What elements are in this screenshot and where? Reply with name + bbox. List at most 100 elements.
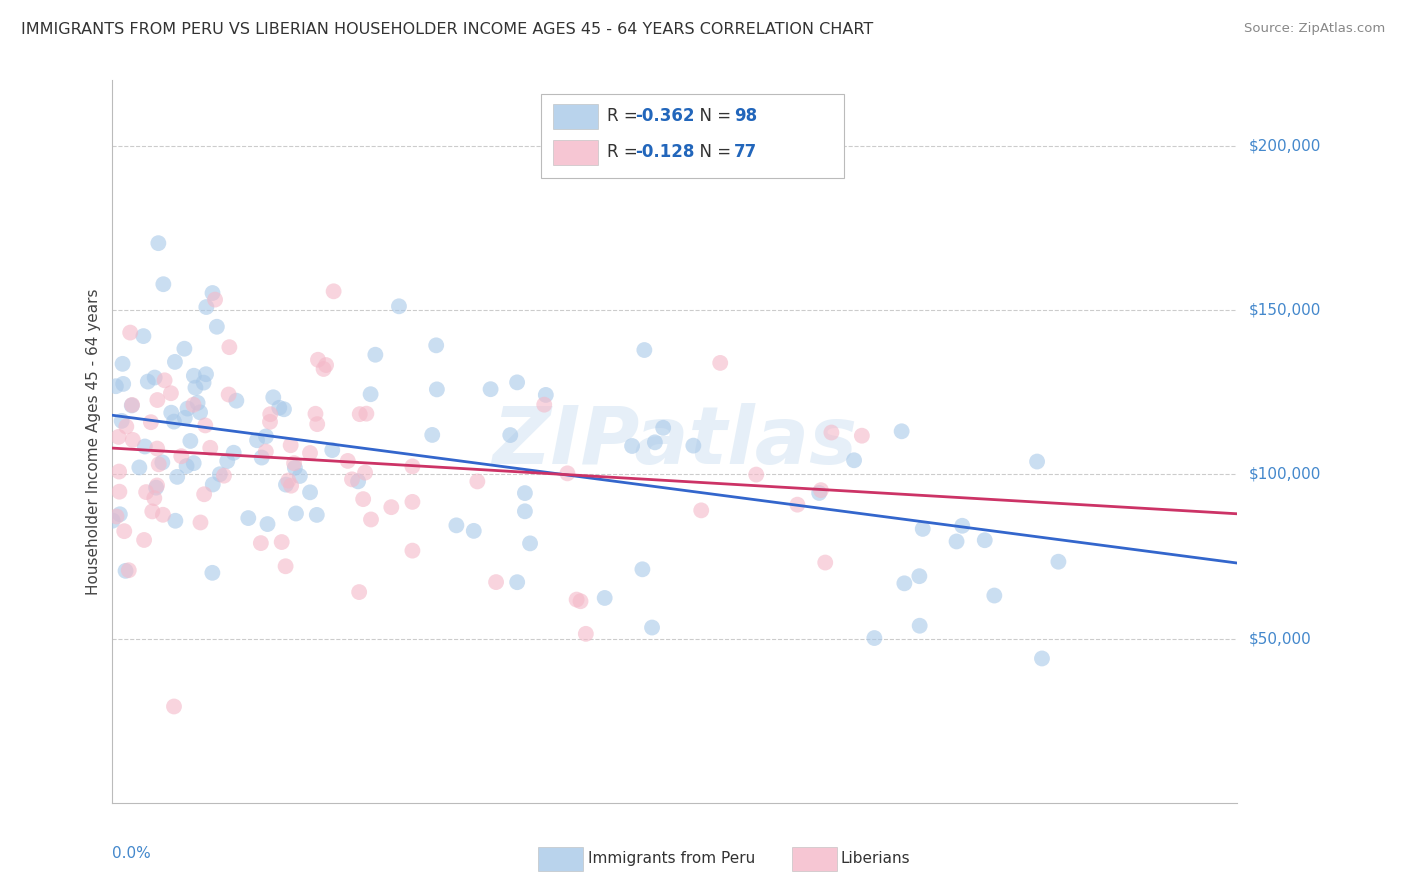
Point bbox=[179, 434, 201, 448]
Point bbox=[269, 401, 291, 415]
Point bbox=[288, 469, 311, 483]
Text: N =: N = bbox=[689, 143, 737, 161]
Point bbox=[479, 382, 502, 396]
Point bbox=[256, 517, 278, 532]
Point bbox=[322, 285, 344, 299]
Point bbox=[347, 475, 370, 489]
Point bbox=[893, 576, 915, 591]
Point bbox=[401, 459, 423, 474]
Point bbox=[945, 534, 967, 549]
Point bbox=[641, 621, 664, 635]
Point bbox=[135, 485, 157, 500]
Point bbox=[420, 428, 443, 442]
Point bbox=[225, 393, 247, 408]
Text: Liberians: Liberians bbox=[841, 852, 911, 866]
Point bbox=[201, 566, 224, 580]
Point bbox=[810, 483, 832, 498]
Point bbox=[108, 484, 131, 499]
Point bbox=[250, 450, 273, 465]
Text: Immigrants from Peru: Immigrants from Peru bbox=[588, 852, 755, 866]
Point bbox=[139, 415, 162, 429]
Point bbox=[218, 387, 240, 401]
Text: ZIPatlas: ZIPatlas bbox=[492, 402, 858, 481]
Point bbox=[340, 472, 363, 486]
Point bbox=[284, 460, 307, 475]
Point bbox=[152, 277, 174, 292]
Point bbox=[121, 433, 143, 447]
Point bbox=[121, 398, 143, 412]
Point bbox=[354, 466, 377, 480]
Point bbox=[184, 381, 207, 395]
Point bbox=[277, 474, 299, 488]
Point bbox=[148, 236, 170, 251]
Point bbox=[107, 430, 129, 444]
Point bbox=[569, 594, 592, 608]
Text: $200,000: $200,000 bbox=[1249, 138, 1320, 153]
Point bbox=[193, 487, 215, 501]
Point bbox=[506, 575, 529, 590]
Point bbox=[299, 485, 322, 500]
Point bbox=[388, 299, 411, 313]
Point bbox=[145, 481, 167, 495]
Point bbox=[808, 486, 831, 500]
Point bbox=[254, 429, 277, 443]
Point bbox=[163, 699, 186, 714]
Point bbox=[842, 453, 865, 467]
Point bbox=[194, 418, 217, 433]
Point bbox=[280, 478, 302, 492]
Point bbox=[108, 508, 131, 522]
Point bbox=[1031, 651, 1053, 665]
Point bbox=[146, 478, 169, 492]
Point bbox=[141, 504, 163, 518]
Point bbox=[218, 340, 240, 354]
Point bbox=[1026, 454, 1049, 468]
Point bbox=[173, 410, 195, 425]
Point bbox=[305, 508, 328, 522]
Point bbox=[280, 438, 302, 452]
Point bbox=[426, 383, 449, 397]
Point bbox=[143, 491, 166, 505]
Text: 0.0%: 0.0% bbox=[112, 847, 152, 861]
Point bbox=[176, 458, 198, 473]
Point bbox=[146, 442, 169, 456]
Text: IMMIGRANTS FROM PERU VS LIBERIAN HOUSEHOLDER INCOME AGES 45 - 64 YEARS CORRELATI: IMMIGRANTS FROM PERU VS LIBERIAN HOUSEHO… bbox=[21, 22, 873, 37]
Point bbox=[513, 504, 536, 518]
Point bbox=[183, 368, 205, 383]
Point bbox=[208, 467, 231, 482]
Point bbox=[360, 387, 382, 401]
Point bbox=[121, 399, 143, 413]
Point bbox=[983, 589, 1005, 603]
Text: N =: N = bbox=[689, 107, 737, 125]
Point bbox=[165, 514, 187, 528]
Text: 77: 77 bbox=[734, 143, 758, 161]
Point bbox=[111, 357, 134, 371]
Point bbox=[195, 300, 218, 314]
Point bbox=[307, 417, 329, 431]
Point bbox=[621, 439, 644, 453]
Point bbox=[467, 475, 489, 489]
Point bbox=[134, 440, 156, 454]
Point bbox=[148, 458, 170, 472]
Text: 98: 98 bbox=[734, 107, 756, 125]
Point bbox=[188, 405, 211, 419]
Point bbox=[557, 467, 579, 481]
Point bbox=[201, 285, 224, 300]
Y-axis label: Householder Income Ages 45 - 64 years: Householder Income Ages 45 - 64 years bbox=[86, 288, 101, 595]
Text: -0.362: -0.362 bbox=[636, 107, 695, 125]
Point bbox=[499, 428, 522, 442]
Point bbox=[401, 495, 423, 509]
Point bbox=[506, 376, 529, 390]
Point bbox=[315, 358, 337, 372]
Text: -0.128: -0.128 bbox=[636, 143, 695, 161]
Point bbox=[463, 524, 485, 538]
Point bbox=[273, 402, 295, 417]
Point bbox=[160, 386, 183, 401]
Point bbox=[425, 338, 447, 352]
Point bbox=[115, 419, 138, 434]
Text: R =: R = bbox=[607, 107, 644, 125]
Point bbox=[631, 562, 654, 576]
Point bbox=[200, 441, 222, 455]
Point bbox=[298, 446, 321, 460]
Point bbox=[132, 329, 155, 343]
Point bbox=[259, 407, 281, 421]
